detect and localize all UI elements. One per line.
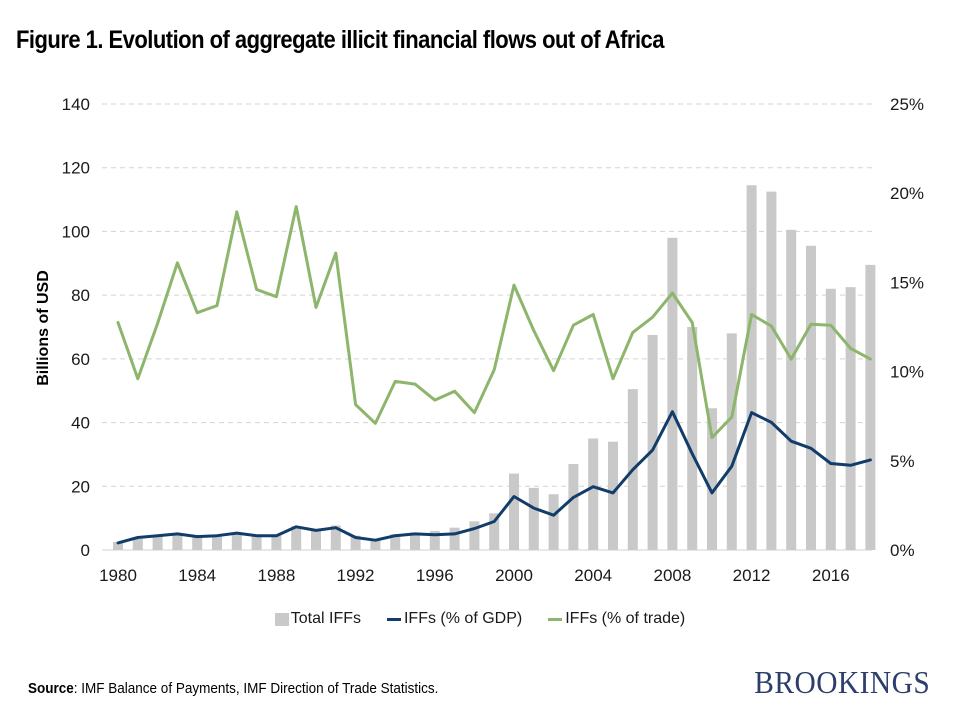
bar-1991 (330, 525, 341, 550)
bar-1986 (231, 532, 242, 550)
x-tick-label: 1984 (178, 566, 216, 585)
source-text: : IMF Balance of Payments, IMF Direction… (73, 680, 439, 697)
y2-tick-label: 20% (890, 184, 924, 203)
bar-1994 (390, 534, 401, 550)
x-tick-label: 2012 (733, 566, 771, 585)
x-tick-label: 1988 (257, 566, 295, 585)
bar-1996 (429, 530, 440, 550)
bar-2013 (766, 191, 777, 550)
legend-label: IFFs (% of trade) (565, 610, 686, 627)
bar-2017 (845, 287, 856, 550)
bar-1998 (469, 521, 480, 550)
bar-1982 (152, 535, 163, 550)
line-iffs-pct-gdp (116, 410, 872, 545)
bar-2014 (786, 229, 797, 551)
bar-2016 (825, 288, 836, 550)
y-tick-label: 60 (71, 350, 90, 369)
x-tick-label: 1992 (337, 566, 375, 585)
legend-swatch-bar (274, 612, 289, 626)
x-tick-label: 2000 (495, 566, 533, 585)
bar-2008 (667, 237, 678, 551)
source-label: Source (28, 680, 74, 697)
y2-tick-label: 5% (890, 452, 915, 471)
bar-2012 (746, 185, 757, 550)
legend-label: IFFs (% of GDP) (403, 610, 523, 627)
brookings-logo: BROOKINGS (754, 664, 930, 700)
y2-tick-label: 15% (890, 273, 924, 292)
bar-1980 (113, 542, 123, 550)
chart-title: Figure 1. Evolution of aggregate illicit… (16, 26, 664, 54)
y-axis-right: 0% 5% 10% 15% 20% 25% (890, 95, 924, 560)
bar-1981 (132, 538, 143, 550)
bar-1983 (172, 534, 183, 550)
bar-2009 (687, 327, 698, 550)
y-tick-label: 80 (71, 286, 90, 305)
bar-2015 (806, 245, 816, 550)
bar-2011 (726, 333, 737, 550)
y2-tick-label: 0% (890, 541, 915, 560)
bar-1992 (350, 535, 361, 550)
y2-tick-label: 10% (890, 363, 924, 382)
bar-1990 (311, 529, 321, 550)
y-tick-label: 100 (62, 222, 90, 241)
lines (116, 205, 872, 545)
y-tick-label: 120 (62, 159, 90, 178)
x-tick-label: 2004 (574, 566, 612, 585)
bar-2003 (568, 463, 579, 550)
y-axis-label: Billions of USD (35, 270, 52, 386)
y-tick-label: 140 (62, 95, 90, 114)
bar-1989 (291, 526, 302, 550)
bar-1988 (271, 535, 282, 550)
legend-swatch-line (386, 617, 401, 621)
bar-1985 (212, 535, 222, 550)
source-note: Source: IMF Balance of Payments, IMF Dir… (28, 680, 438, 697)
x-tick-label: 2016 (812, 566, 850, 585)
x-axis: 1980 1984 1988 1992 1996 2000 2004 2008 2012 2016 (99, 566, 850, 585)
bar-1999 (489, 513, 500, 550)
bar-2007 (647, 334, 658, 550)
legend-label: Total IFFs (290, 610, 361, 627)
y-tick-label: 0 (81, 541, 90, 560)
bar-1993 (370, 538, 381, 550)
bar-1987 (251, 535, 262, 550)
y2-tick-label: 25% (890, 95, 924, 114)
bar-1997 (449, 527, 460, 550)
x-tick-label: 1996 (416, 566, 454, 585)
bar-1984 (192, 535, 203, 550)
y-axis-left: 0 20 40 60 80 100 120 140 (62, 95, 90, 560)
legend-item-total-iffs: Total IFFs (274, 610, 361, 628)
y-tick-label: 20 (71, 477, 90, 496)
bar-2005 (608, 441, 618, 550)
bar-2002 (548, 494, 559, 550)
legend-item-trade: IFFs (% of trade) (548, 610, 685, 628)
x-tick-label: 2008 (653, 566, 691, 585)
y-tick-label: 40 (71, 414, 90, 433)
bar-2000 (509, 473, 519, 550)
bar-2001 (528, 487, 539, 550)
bar-2004 (588, 438, 599, 550)
bar-2010 (707, 408, 717, 550)
legend: Total IFFs IFFs (% of GDP) IFFs (% of tr… (0, 610, 960, 628)
line-iffs-pct-trade (116, 205, 872, 440)
bar-1995 (410, 532, 420, 550)
x-tick-label: 1980 (99, 566, 137, 585)
legend-swatch-line (548, 617, 563, 621)
bar-2018 (865, 264, 876, 550)
legend-item-gdp: IFFs (% of GDP) (386, 610, 523, 628)
